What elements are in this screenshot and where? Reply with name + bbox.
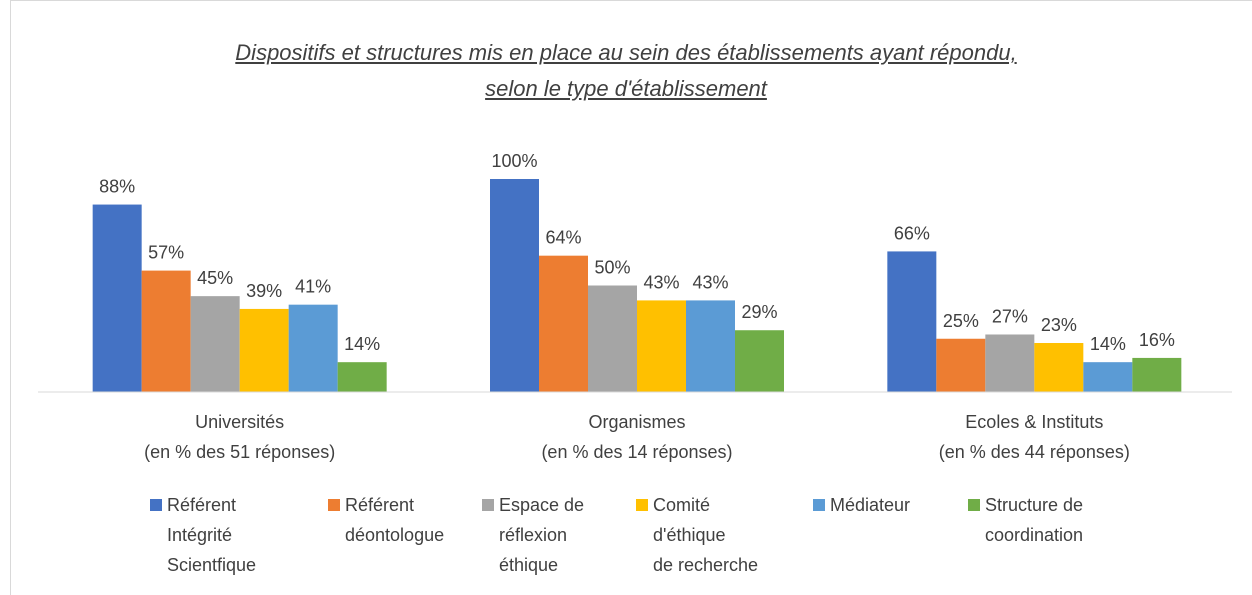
bar bbox=[288, 304, 338, 392]
data-label: 57% bbox=[148, 243, 184, 263]
chart-title: Dispositifs et structures mis en place a… bbox=[235, 40, 1017, 101]
data-label: 25% bbox=[943, 311, 979, 331]
legend-label: Espace de réflexion éthique bbox=[499, 495, 585, 575]
data-label: 45% bbox=[197, 268, 233, 288]
bar bbox=[1083, 362, 1133, 392]
x-tick-label: Organismes (en % des 14 réponses) bbox=[541, 412, 733, 462]
bar bbox=[92, 204, 142, 392]
x-tick-label: Universités (en % des 51 réponses) bbox=[144, 412, 336, 462]
bar bbox=[1132, 357, 1182, 392]
legend-item: Espace de réflexion éthique bbox=[482, 490, 584, 580]
bar bbox=[686, 300, 735, 392]
bar bbox=[1034, 343, 1084, 392]
legend-label: Structure de coordination bbox=[985, 495, 1084, 545]
bar bbox=[141, 270, 191, 392]
bar bbox=[239, 308, 289, 392]
data-label: 29% bbox=[741, 302, 777, 322]
bar bbox=[637, 300, 686, 392]
legend-swatch bbox=[328, 499, 340, 511]
bar bbox=[887, 251, 937, 392]
legend-swatch bbox=[482, 499, 494, 511]
data-label: 100% bbox=[491, 151, 537, 171]
bar bbox=[190, 296, 240, 392]
legend-label: Comité d'éthique de recherche bbox=[653, 495, 759, 575]
x-tick-label: Ecoles & Instituts (en % des 44 réponses… bbox=[938, 412, 1130, 462]
data-label: 23% bbox=[1041, 315, 1077, 335]
data-label: 41% bbox=[295, 277, 331, 297]
data-label: 16% bbox=[1139, 330, 1175, 350]
bar bbox=[936, 338, 986, 392]
data-label: 64% bbox=[545, 228, 581, 248]
legend-swatch bbox=[150, 499, 162, 511]
data-label: 43% bbox=[643, 272, 679, 292]
bar bbox=[337, 362, 387, 392]
bar bbox=[539, 255, 588, 392]
legend-label: Référent Intégrité Scientfique bbox=[167, 495, 257, 575]
data-label: 66% bbox=[894, 223, 930, 243]
data-label: 43% bbox=[692, 272, 728, 292]
legend-swatch bbox=[968, 499, 980, 511]
data-label: 50% bbox=[594, 258, 630, 278]
bar bbox=[588, 285, 637, 392]
legend-item: Structure de coordination bbox=[968, 490, 1083, 550]
chart-border bbox=[10, 0, 1252, 595]
legend-item: Référent Intégrité Scientfique bbox=[150, 490, 256, 580]
legend-swatch bbox=[636, 499, 648, 511]
bar bbox=[985, 334, 1035, 392]
bar bbox=[735, 330, 784, 392]
legend-item: Médiateur bbox=[813, 490, 910, 520]
data-label: 39% bbox=[246, 281, 282, 301]
data-label: 88% bbox=[99, 177, 135, 197]
data-label: 14% bbox=[1090, 334, 1126, 354]
legend-label: Médiateur bbox=[830, 495, 911, 515]
legend-item: Comité d'éthique de recherche bbox=[636, 490, 758, 580]
legend-swatch bbox=[813, 499, 825, 511]
legend-label: Référent déontologue bbox=[345, 495, 445, 545]
data-label: 27% bbox=[992, 306, 1028, 326]
bar bbox=[490, 179, 539, 392]
data-label: 14% bbox=[344, 334, 380, 354]
legend-item: Référent déontologue bbox=[328, 490, 444, 550]
